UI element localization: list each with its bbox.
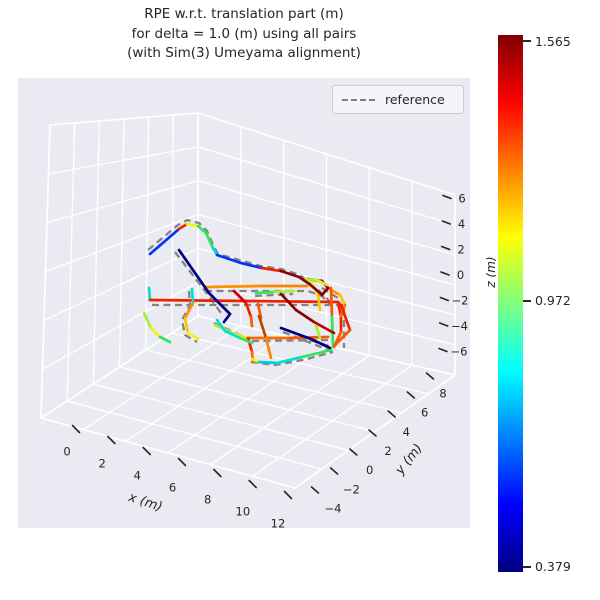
tick-label: 8 bbox=[204, 493, 211, 507]
tick-label: −2 bbox=[343, 482, 360, 496]
chart-title: RPE w.r.t. translation part (m) for delt… bbox=[18, 5, 470, 64]
tick-label: 0 bbox=[366, 463, 373, 477]
tick-label: −4 bbox=[325, 502, 342, 516]
z-axis-label: z (m) bbox=[486, 256, 496, 287]
tick-label: 8 bbox=[439, 387, 446, 401]
tick-label: 4 bbox=[458, 217, 465, 231]
title-line-3: (with Sim(3) Umeyama alignment) bbox=[127, 45, 361, 61]
tick-label: 6 bbox=[421, 406, 428, 420]
colorbar-tick-label-max: 1.565 bbox=[535, 34, 571, 49]
colorbar-tick-label-mid: 0.972 bbox=[535, 293, 571, 308]
colorbar bbox=[498, 35, 523, 572]
colorbar-tick-bottom bbox=[523, 566, 531, 568]
legend-label: reference bbox=[385, 92, 445, 107]
reference-dashed-line-icon bbox=[342, 98, 375, 101]
legend: reference bbox=[332, 85, 464, 114]
title-line-2: for delta = 1.0 (m) using all pairs bbox=[131, 25, 357, 42]
colorbar-tick-top bbox=[523, 40, 531, 42]
tick-label: −2 bbox=[452, 294, 469, 308]
tick-label: 2 bbox=[384, 444, 391, 458]
z-axis-label-clipped: z (m) bbox=[486, 243, 496, 301]
colorbar-tick-label-min: 0.379 bbox=[535, 559, 571, 574]
tick-label: 0 bbox=[63, 445, 70, 459]
tick-label: −4 bbox=[451, 319, 468, 333]
colorbar-tick-mid bbox=[523, 300, 531, 302]
tick-label: −6 bbox=[451, 345, 468, 359]
tick-label: 2 bbox=[99, 457, 106, 471]
tick-label: 12 bbox=[271, 517, 286, 531]
tick-label: 6 bbox=[169, 481, 176, 495]
tick-label: 4 bbox=[403, 425, 410, 439]
tick-label: 10 bbox=[236, 505, 251, 519]
tick-label: 2 bbox=[457, 243, 464, 257]
tick-label: 4 bbox=[134, 469, 141, 483]
tick-label: 0 bbox=[457, 268, 464, 282]
title-line-1: RPE w.r.t. translation part (m) bbox=[144, 6, 344, 22]
tick-label: 6 bbox=[458, 192, 465, 206]
